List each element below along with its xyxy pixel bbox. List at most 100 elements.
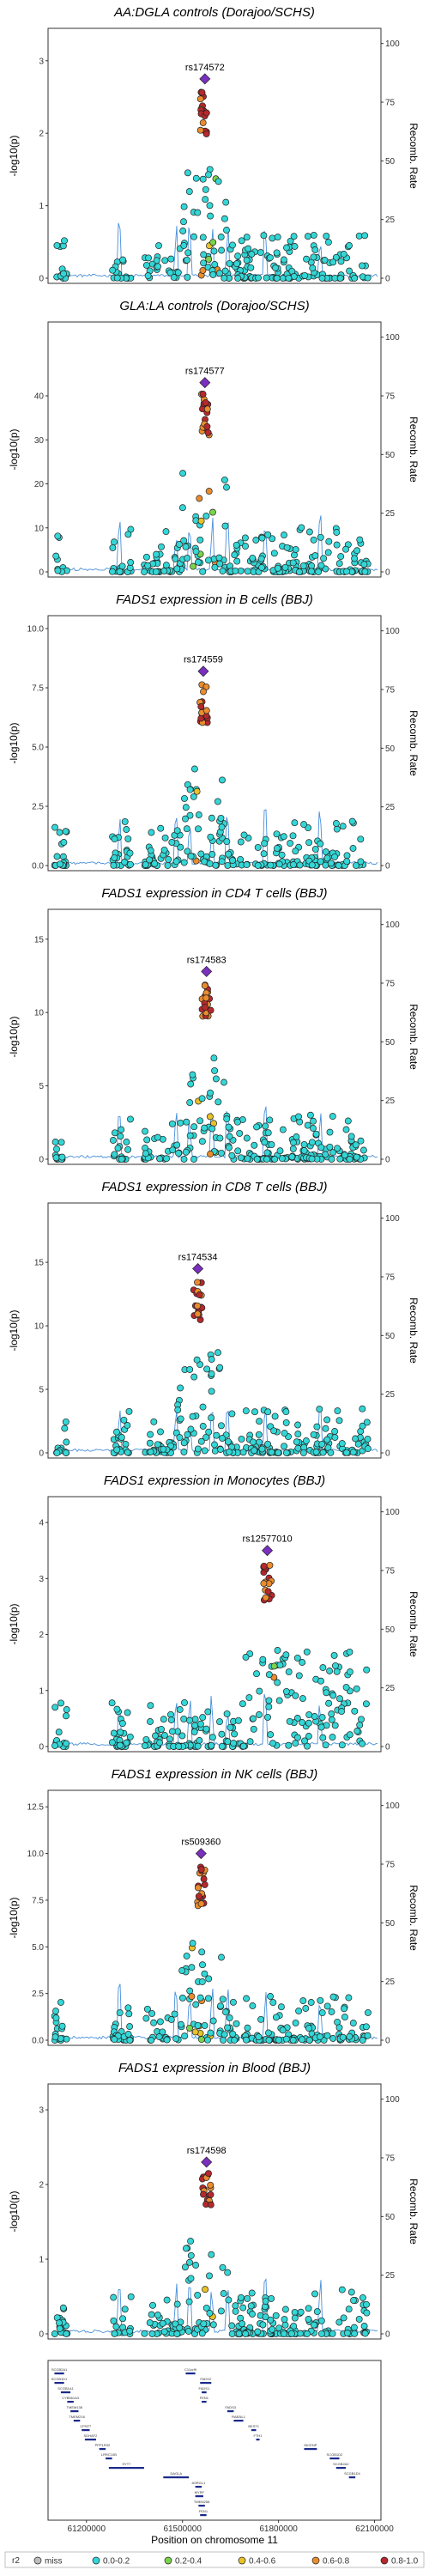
snp-point xyxy=(112,2323,120,2330)
snp-point xyxy=(148,2009,156,2017)
snp-point xyxy=(317,1723,325,1731)
plot-frame xyxy=(47,908,382,1165)
snp-point xyxy=(207,1089,214,1097)
snp-point xyxy=(303,255,311,263)
snp-point xyxy=(217,234,225,240)
snp-point xyxy=(287,840,294,848)
snp-point xyxy=(289,1139,297,1146)
panel-title: FADS1 expression in B cells (BBJ) xyxy=(116,592,313,607)
snp-point xyxy=(272,2312,280,2319)
y2-tick-label: 75 xyxy=(385,99,396,108)
lead-snp-label: rs12577010 xyxy=(243,1534,293,1545)
snp-point xyxy=(281,532,287,539)
snp-point-high-ld xyxy=(207,1006,214,1014)
y2-axis-label: Recomb. Rate xyxy=(408,2178,420,2245)
snp-point xyxy=(111,2036,118,2044)
snp-points xyxy=(53,1279,372,1456)
snp-point xyxy=(180,1439,188,1447)
snp-point xyxy=(124,1145,132,1153)
snp-point xyxy=(255,2033,263,2041)
snp-point xyxy=(253,1670,260,1678)
snp-point xyxy=(126,1733,134,1741)
snp-point xyxy=(294,1734,301,1741)
snp-point xyxy=(169,1146,177,1154)
lead-snp-marker xyxy=(199,73,211,85)
snp-point xyxy=(327,1449,335,1456)
y2-axis-label: Recomb. Rate xyxy=(408,416,420,483)
snp-point xyxy=(170,274,178,281)
snp-point xyxy=(113,274,121,282)
snp-point xyxy=(180,241,188,249)
snp-point xyxy=(148,829,155,836)
y2-tick-label: 50 xyxy=(385,157,396,167)
snp-point xyxy=(340,2314,347,2322)
snp-point xyxy=(363,2309,371,2317)
snp-point xyxy=(323,2032,331,2039)
snp-point xyxy=(186,2258,193,2266)
y-tick-label: 3 xyxy=(39,2106,44,2116)
plot-frame xyxy=(47,1789,382,2046)
snp-point-high-ld xyxy=(195,1893,202,1900)
snp-point xyxy=(205,1975,213,1983)
snp-point xyxy=(311,845,319,853)
gene-label: BEST1 xyxy=(248,2424,259,2428)
gene-body xyxy=(348,2476,356,2479)
gene-body xyxy=(67,2401,74,2403)
snp-point xyxy=(208,1388,215,1395)
panel-8: FADS1 expression in Blood (BBJ) 0 1 2 3 0 25 50… xyxy=(8,2061,420,2340)
snp-point xyxy=(206,860,214,867)
snp-point xyxy=(251,1447,258,1455)
snp-point xyxy=(127,559,135,566)
snp-point xyxy=(53,853,61,860)
snp-point xyxy=(225,1437,232,1445)
snp-point xyxy=(307,1999,315,2006)
y-tick-label: 0.0 xyxy=(32,2037,44,2046)
snp-point xyxy=(364,2008,372,2016)
gene-body xyxy=(99,2448,106,2451)
snp-point xyxy=(56,2319,63,2327)
snp-points xyxy=(51,681,367,869)
snp-point xyxy=(143,2005,151,2013)
snp-point xyxy=(249,2311,256,2318)
snp-point xyxy=(163,2036,171,2044)
plot-frame xyxy=(47,2083,382,2340)
y2-tick-label: 0 xyxy=(385,2037,390,2046)
snp-point xyxy=(209,270,217,278)
snp-point xyxy=(111,835,118,843)
gene-label: MYRF xyxy=(195,2490,205,2494)
gene-body xyxy=(185,2372,196,2375)
y-tick-label: 0 xyxy=(39,1449,44,1459)
snp-point xyxy=(209,2017,217,2025)
snp-point xyxy=(304,233,311,240)
snp-point xyxy=(294,1444,302,1452)
snp-point xyxy=(346,1668,353,1676)
snp-point xyxy=(208,1734,216,1741)
snp-point xyxy=(288,1153,296,1161)
snp-point xyxy=(113,1446,121,1454)
snp-point xyxy=(161,257,169,264)
panel-3: FADS1 expression in B cells (BBJ) 0.0 2.5 5… xyxy=(8,592,420,872)
y2-tick-label: 50 xyxy=(385,744,396,754)
snp-point xyxy=(224,1738,232,1746)
snp-point xyxy=(257,2015,265,2023)
snp-point xyxy=(262,1122,269,1130)
snp-point xyxy=(109,544,117,551)
snp-point xyxy=(146,2319,154,2327)
snp-point-high-ld xyxy=(262,1594,269,1601)
snp-point xyxy=(60,270,68,277)
snp-point xyxy=(182,815,189,823)
snp-point xyxy=(358,1716,365,1723)
snp-point xyxy=(328,1710,335,1717)
gene-label: TMEM138 xyxy=(67,2405,83,2409)
snp-point xyxy=(239,2320,246,2328)
snp-point xyxy=(276,1662,284,1669)
snp-point xyxy=(289,559,297,567)
snp-point xyxy=(320,555,328,562)
snp-point xyxy=(200,251,208,258)
snp-point xyxy=(219,1435,227,1442)
snp-point xyxy=(248,251,256,258)
snp-point xyxy=(55,1728,63,1736)
snp-point xyxy=(343,2330,351,2337)
snp-point xyxy=(263,1156,270,1163)
snp-point xyxy=(218,246,226,254)
